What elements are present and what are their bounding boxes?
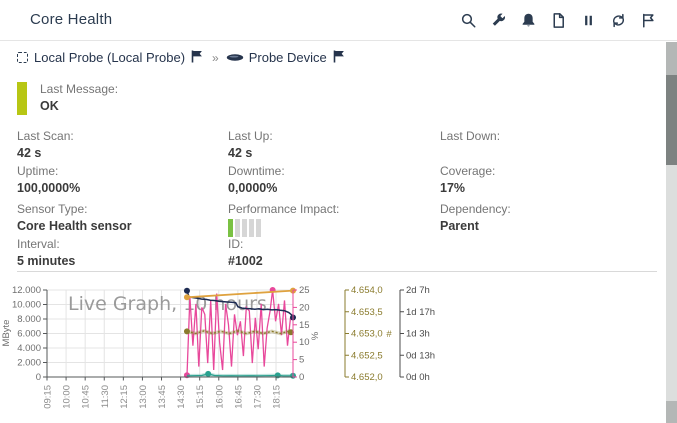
svg-text:6.000: 6.000 (17, 329, 41, 340)
refresh-icon[interactable] (610, 12, 627, 29)
svg-text:4.653,5: 4.653,5 (351, 307, 383, 318)
breadcrumb: Local Probe (Local Probe) » Probe Device (17, 49, 352, 66)
impact-bar (249, 219, 254, 237)
vertical-scrollbar[interactable] (666, 42, 677, 423)
svg-text:10:45: 10:45 (81, 385, 92, 409)
status-color-bar (17, 82, 27, 115)
scrollbar-thumb[interactable] (666, 75, 677, 165)
svg-text:MByte: MByte (1, 320, 12, 347)
field-value: 42 s (17, 146, 42, 160)
svg-text:1d 17h: 1d 17h (406, 307, 435, 318)
svg-text:5: 5 (299, 355, 304, 366)
field-value: 100,0000% (17, 181, 81, 195)
svg-text:#: # (386, 329, 392, 340)
search-icon[interactable] (460, 12, 477, 29)
svg-text:0: 0 (36, 372, 41, 383)
svg-text:0d 0h: 0d 0h (406, 372, 430, 383)
section-divider (17, 271, 657, 272)
field-value: 5 minutes (17, 254, 76, 268)
svg-text:25: 25 (299, 285, 310, 296)
field-label: Coverage: (440, 164, 496, 178)
field-value: #1002 (228, 254, 263, 268)
last-message-value: OK (40, 99, 59, 113)
impact-bar (242, 219, 247, 237)
svg-text:0d 13h: 0d 13h (406, 350, 435, 361)
breadcrumb-separator: » (212, 50, 219, 65)
breadcrumb-probe-link[interactable]: Local Probe (Local Probe) (34, 50, 186, 65)
field-label: Performance Impact: (228, 202, 340, 216)
scrollbar-top-segment[interactable] (666, 42, 677, 75)
field-label: Dependency: (440, 202, 511, 216)
svg-text:10:00: 10:00 (62, 385, 73, 409)
last-message-label: Last Message: (40, 82, 119, 96)
svg-text:16:00: 16:00 (214, 385, 225, 409)
toolbar (460, 0, 657, 41)
svg-text:8.000: 8.000 (17, 314, 41, 325)
svg-text:4.654,0: 4.654,0 (351, 285, 383, 296)
field-label: Interval: (17, 237, 60, 251)
svg-text:10: 10 (299, 337, 310, 348)
field-value: 17% (440, 181, 466, 195)
flag-icon[interactable] (640, 12, 657, 29)
svg-text:2.000: 2.000 (17, 358, 41, 369)
field-value: 42 s (228, 146, 253, 160)
field-label: Uptime: (17, 164, 59, 178)
field-label: Sensor Type: (17, 202, 88, 216)
svg-text:0: 0 (299, 372, 304, 383)
svg-text:12:15: 12:15 (119, 385, 130, 409)
svg-text:11:30: 11:30 (100, 385, 111, 408)
field-value (440, 145, 645, 161)
svg-text:4.653,0: 4.653,0 (351, 329, 383, 340)
live-graph: Live Graph, 10 hours 12.000 10.000 8.000 6.0… (0, 283, 460, 423)
bell-icon[interactable] (520, 12, 537, 29)
svg-text:4.652,5: 4.652,5 (351, 350, 383, 361)
wrench-icon[interactable] (490, 12, 507, 29)
device-icon (226, 50, 244, 65)
flag-icon (190, 49, 204, 66)
breadcrumb-device-link[interactable]: Probe Device (248, 50, 327, 65)
document-icon[interactable] (550, 12, 567, 29)
svg-text:1d 3h: 1d 3h (406, 329, 430, 340)
svg-text:16:45: 16:45 (233, 385, 244, 409)
svg-text:12.000: 12.000 (12, 285, 41, 296)
performance-impact-meter (228, 219, 433, 237)
field-label: Last Down: (440, 129, 501, 143)
svg-text:4.000: 4.000 (17, 343, 41, 354)
svg-text:2d 7h: 2d 7h (406, 285, 430, 296)
svg-text:15:15: 15:15 (195, 385, 206, 409)
status-block: Last Message: OK (17, 82, 118, 115)
impact-bar (235, 219, 240, 237)
impact-bar (256, 219, 261, 237)
svg-text:%: % (310, 331, 321, 340)
page-title: Core Health (30, 11, 113, 28)
field-value: Core Health sensor (17, 219, 132, 233)
flag-icon (332, 49, 346, 66)
field-label: Downtime: (228, 164, 285, 178)
svg-text:09:15: 09:15 (43, 385, 54, 409)
svg-text:15: 15 (299, 320, 310, 331)
field-label: Last Up: (228, 129, 273, 143)
svg-text:17:30: 17:30 (252, 385, 263, 409)
field-label: ID: (228, 237, 244, 251)
svg-text:4.652,0: 4.652,0 (351, 372, 383, 383)
pause-icon[interactable] (580, 12, 597, 29)
svg-text:14:30: 14:30 (176, 385, 187, 409)
scrollbar-bottom-segment[interactable] (666, 401, 677, 423)
header: Core Health (0, 0, 677, 41)
svg-text:13:45: 13:45 (157, 385, 168, 409)
field-value: Parent (440, 219, 479, 233)
field-label: Last Scan: (17, 129, 74, 143)
svg-text:18:15: 18:15 (272, 385, 283, 409)
svg-text:10.000: 10.000 (12, 300, 41, 311)
svg-text:13:00: 13:00 (138, 385, 149, 409)
impact-bar (228, 219, 233, 237)
svg-text:20: 20 (299, 302, 310, 313)
field-value: 0,0000% (228, 181, 278, 195)
probe-icon (17, 52, 28, 63)
